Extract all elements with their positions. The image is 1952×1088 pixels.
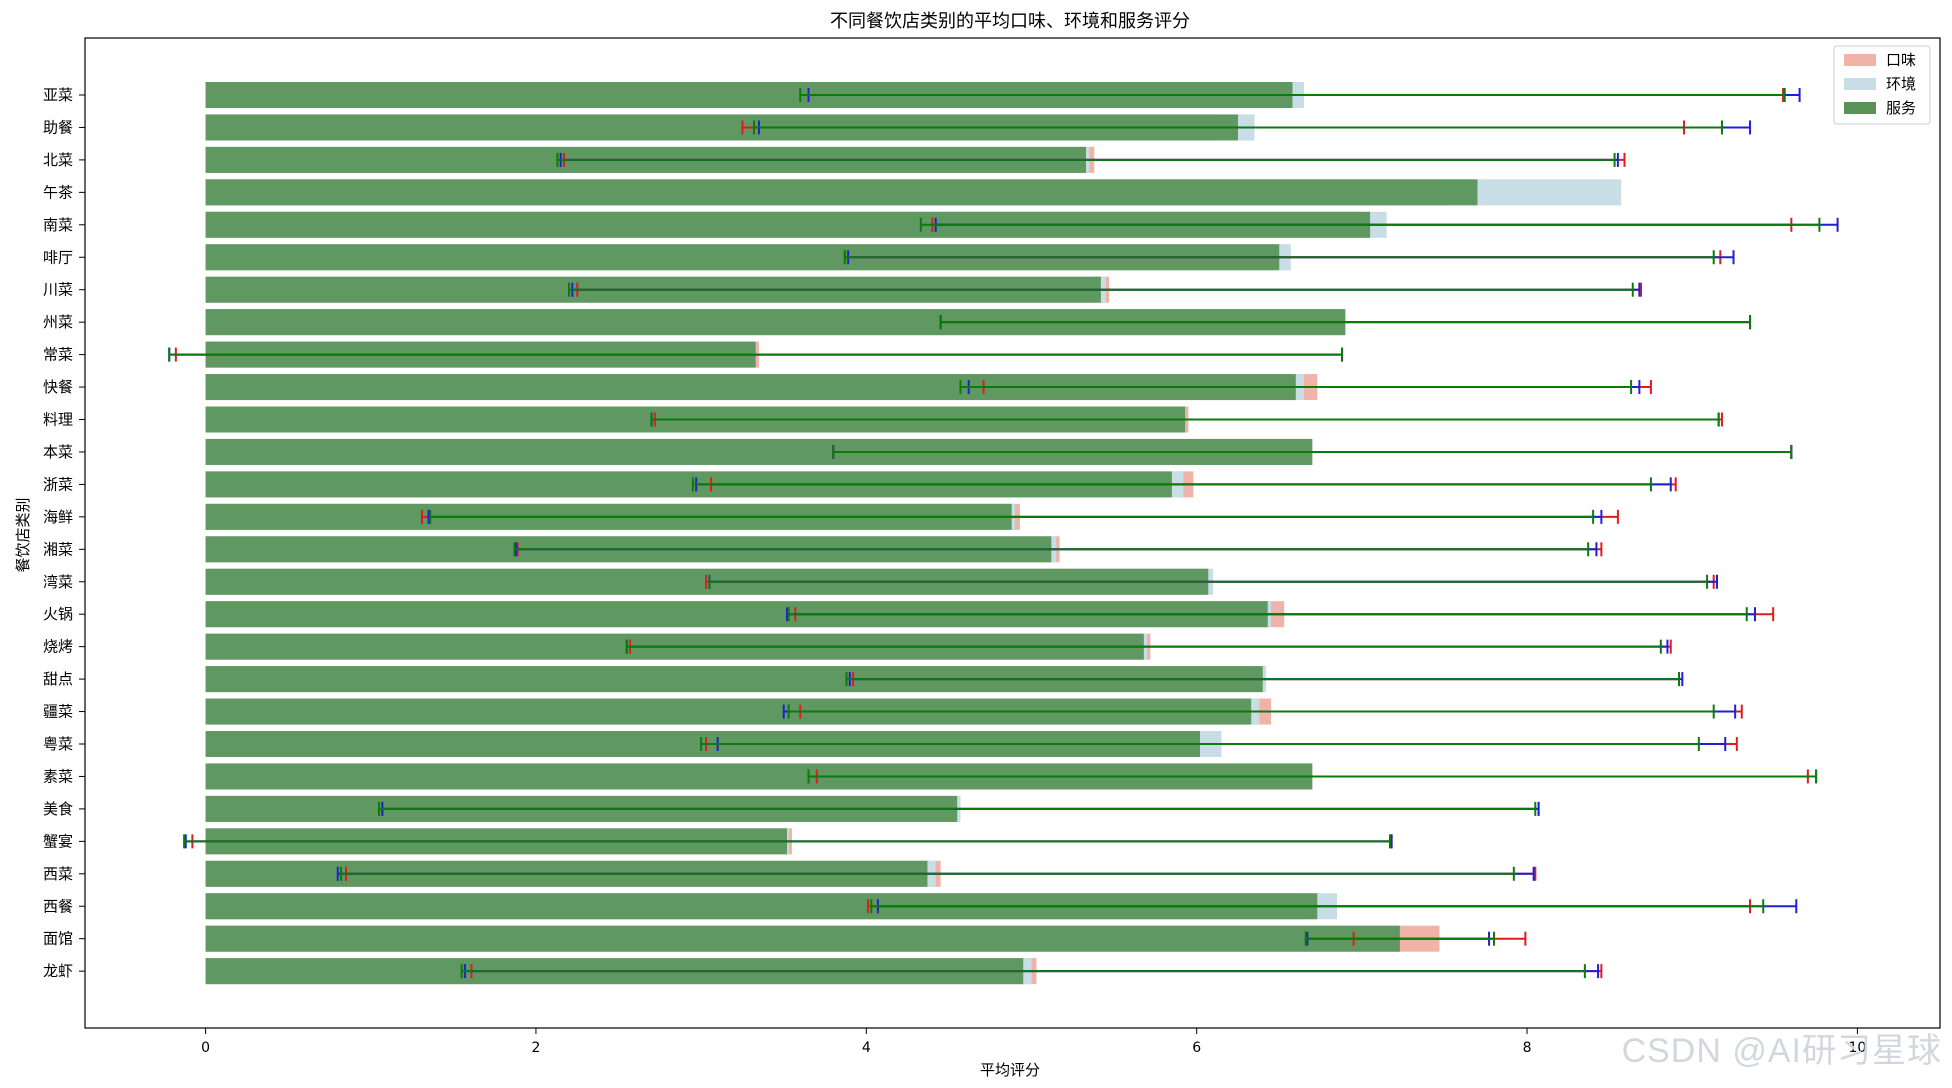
y-tick-label-27: 面馆 bbox=[43, 930, 73, 948]
legend-swatch-2 bbox=[1844, 78, 1876, 90]
y-tick-label-16: 湾菜 bbox=[43, 573, 73, 591]
y-tick-label-12: 本菜 bbox=[43, 443, 73, 461]
legend-label-2: 环境 bbox=[1886, 75, 1916, 93]
y-tick-label-9: 常菜 bbox=[43, 346, 73, 364]
watermark-text: CSDN @AI研习星球 bbox=[1621, 1032, 1942, 1070]
x-tick-label-1: 0 bbox=[201, 1040, 210, 1056]
legend-label-1: 口味 bbox=[1886, 51, 1916, 69]
y-tick-label-25: 西菜 bbox=[43, 865, 73, 883]
y-tick-label-26: 西餐 bbox=[43, 897, 73, 915]
legend-label-3: 服务 bbox=[1886, 99, 1916, 117]
y-tick-label-28: 龙虾 bbox=[43, 962, 73, 980]
y-tick-label-2: 助餐 bbox=[43, 118, 73, 136]
y-tick-label-19: 甜点 bbox=[43, 670, 73, 688]
y-tick-label-10: 快餐 bbox=[43, 378, 73, 396]
y-tick-label-3: 北菜 bbox=[43, 151, 73, 169]
plot-frame bbox=[84, 37, 1941, 1029]
y-tick-label-24: 蟹宴 bbox=[43, 832, 73, 850]
chart-title: 不同餐饮店类别的平均口味、环境和服务评分 bbox=[830, 11, 1190, 32]
y-tick-label-20: 疆菜 bbox=[43, 703, 73, 721]
y-ticks: 亚菜助餐北菜午茶南菜啡厅川菜州菜常菜快餐料理本菜浙菜海鲜湘菜湾菜火锅烧烤甜点疆菜… bbox=[43, 86, 85, 980]
legend-swatch-3 bbox=[1844, 102, 1876, 114]
x-tick-label-3: 4 bbox=[862, 1040, 871, 1056]
y-tick-label-1: 亚菜 bbox=[43, 86, 73, 104]
y-tick-label-6: 啡厅 bbox=[43, 248, 73, 266]
y-tick-label-7: 川菜 bbox=[43, 281, 73, 299]
y-tick-label-23: 美食 bbox=[43, 800, 73, 818]
legend-swatch-1 bbox=[1844, 54, 1876, 66]
y-tick-label-4: 午茶 bbox=[43, 183, 73, 201]
y-tick-label-11: 料理 bbox=[43, 411, 73, 429]
x-tick-label-5: 8 bbox=[1523, 1040, 1532, 1056]
x-ticks: 0 2 4 6 8 10 bbox=[201, 1028, 1866, 1056]
x-axis-label: 平均评分 bbox=[980, 1061, 1040, 1079]
x-tick-label-2: 2 bbox=[531, 1040, 540, 1056]
y-axis-label: 餐饮店类别 bbox=[14, 497, 32, 572]
x-tick-label-4: 6 bbox=[1192, 1040, 1201, 1056]
y-tick-label-22: 素菜 bbox=[43, 767, 73, 785]
y-tick-label-15: 湘菜 bbox=[43, 540, 73, 558]
bar-3-4 bbox=[205, 179, 1478, 206]
y-tick-label-14: 海鲜 bbox=[43, 508, 73, 526]
y-tick-label-8: 州菜 bbox=[43, 313, 73, 331]
bar-3-27 bbox=[205, 925, 1400, 952]
y-tick-label-5: 南菜 bbox=[43, 216, 73, 234]
y-tick-label-17: 火锅 bbox=[43, 605, 73, 623]
x-tick-label-6: 10 bbox=[1848, 1040, 1866, 1056]
y-tick-label-18: 烧烤 bbox=[43, 638, 73, 656]
y-tick-label-13: 浙菜 bbox=[43, 475, 73, 493]
errorbars-layer bbox=[168, 88, 1839, 979]
y-tick-label-21: 粤菜 bbox=[43, 735, 73, 753]
